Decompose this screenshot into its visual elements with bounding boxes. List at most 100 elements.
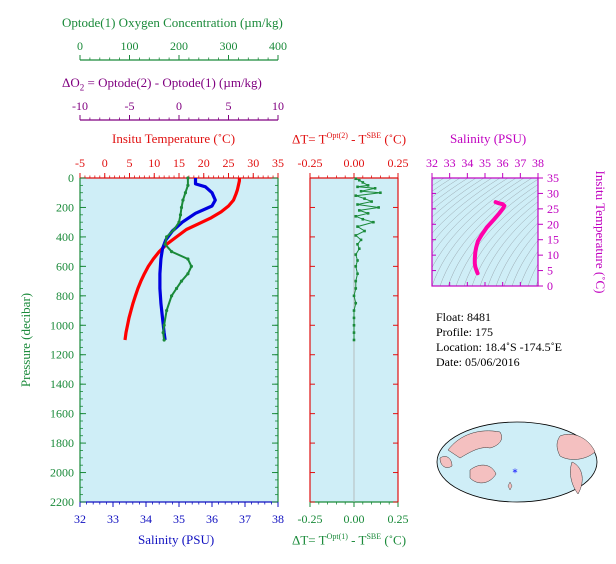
ts-salinity-tick-label: 33 bbox=[444, 156, 456, 170]
oxygen-point bbox=[162, 338, 166, 342]
oxygen-point bbox=[189, 264, 193, 268]
delta-t-point bbox=[370, 200, 373, 203]
map-land-south-america bbox=[570, 461, 583, 495]
oxygen-point bbox=[169, 250, 174, 254]
temperature-tick-label: 30 bbox=[247, 156, 259, 170]
ts-series-line bbox=[472, 200, 507, 276]
oxygen-point bbox=[178, 213, 183, 217]
delta-t-top-title: ΔT= TOpt(2) - TSBE (˚C) bbox=[292, 131, 407, 147]
pressure-tick-label: 0 bbox=[68, 171, 74, 185]
pressure-tick-label: 2000 bbox=[50, 466, 74, 480]
density-contour bbox=[432, 178, 477, 211]
temperature-tick-label: 15 bbox=[173, 156, 185, 170]
oxygen-point bbox=[177, 220, 181, 224]
pressure-tick-label: 600 bbox=[56, 259, 74, 273]
pressure-tick-label: 1000 bbox=[50, 318, 74, 332]
oxygen-point bbox=[161, 331, 165, 335]
ts-salinity-tick-label: 32 bbox=[426, 156, 438, 170]
delta-o2-tick-label: -10 bbox=[72, 99, 88, 113]
delta-t-point bbox=[357, 209, 361, 212]
float-id: Float: 8481 bbox=[436, 310, 492, 324]
map-land-nz bbox=[507, 481, 513, 491]
delta-t-point bbox=[352, 331, 356, 334]
delta-t-point bbox=[356, 242, 359, 246]
ts-salinity-tick-label: 36 bbox=[497, 156, 509, 170]
density-contour bbox=[495, 222, 538, 286]
oxygen-point bbox=[181, 198, 185, 202]
delta-t-point bbox=[352, 309, 356, 312]
density-contour bbox=[432, 178, 453, 192]
temperature-tick-label: 10 bbox=[148, 156, 160, 170]
density-contour bbox=[432, 178, 461, 198]
density-contour bbox=[463, 195, 538, 286]
delta-t-bottom-title: ΔT= TOpt(1) - TSBE (˚C) bbox=[292, 532, 407, 548]
density-contour bbox=[432, 178, 493, 226]
oxygen-point bbox=[186, 176, 190, 180]
temperature-tick-label: 35 bbox=[272, 156, 284, 170]
world-map-inset: * bbox=[436, 421, 598, 503]
profile-number: Profile: 175 bbox=[436, 325, 493, 339]
ts-salinity-title: Salinity (PSU) bbox=[450, 131, 527, 146]
date: Date: 05/06/2016 bbox=[436, 355, 520, 369]
delta-t-point bbox=[366, 212, 370, 215]
delta-t-point bbox=[363, 197, 366, 200]
density-contour bbox=[487, 214, 538, 286]
ts-temperature-tick-label: 5 bbox=[547, 264, 553, 278]
axes-layer: 0200400600800100012001400160018002000220… bbox=[50, 39, 559, 526]
temperature-tick-label: -5 bbox=[75, 156, 85, 170]
density-contour bbox=[439, 178, 538, 286]
temperature-tick-label: 5 bbox=[127, 156, 133, 170]
delta-t-point bbox=[352, 316, 356, 320]
density-contour bbox=[432, 178, 525, 269]
oxygen-point bbox=[186, 257, 190, 261]
pressure-tick-label: 1400 bbox=[50, 377, 74, 391]
ts-temperature-tick-label: 15 bbox=[547, 233, 559, 247]
density-contour bbox=[455, 189, 538, 286]
delta-o2-tick-label: 5 bbox=[226, 99, 232, 113]
oxygen-point bbox=[179, 279, 184, 283]
delta-t-point bbox=[357, 247, 361, 250]
delta-t-point bbox=[361, 217, 365, 221]
delta-t-point bbox=[356, 272, 359, 276]
ts-temperature-tick-label: 0 bbox=[547, 279, 553, 293]
ts-temperature-tick-label: 10 bbox=[547, 248, 559, 262]
delta-o2-tick-label: -5 bbox=[125, 99, 135, 113]
delta-t-point bbox=[352, 338, 356, 342]
density-contour bbox=[479, 207, 538, 286]
delta-t-point bbox=[357, 178, 361, 182]
ts-density-contours bbox=[432, 178, 538, 286]
delta-t-bottom-tick-label: 0.00 bbox=[344, 512, 365, 526]
oxygen-point bbox=[165, 308, 169, 313]
density-contour bbox=[503, 230, 538, 286]
delta-t-point bbox=[377, 206, 380, 209]
map-land-americas bbox=[556, 434, 596, 460]
density-contour bbox=[432, 178, 533, 286]
float-location-marker: * bbox=[513, 468, 518, 479]
delta-o2-tick-label: 10 bbox=[272, 99, 284, 113]
temperature-tick-label: 0 bbox=[102, 156, 108, 170]
salinity-tick-label: 38 bbox=[272, 512, 284, 526]
delta-t-point bbox=[356, 225, 359, 228]
delta-t-point bbox=[359, 238, 363, 242]
oxygen-point bbox=[183, 191, 188, 195]
salinity-tick-label: 34 bbox=[140, 512, 152, 526]
ts-temperature-tick-label: 20 bbox=[547, 217, 559, 231]
oxygen-tick-label: 400 bbox=[269, 39, 287, 53]
oxygen-axis-title: Optode(1) Oxygen Concentration (µm/kg) bbox=[62, 15, 283, 30]
oxygen-point bbox=[163, 242, 167, 246]
delta-t-point bbox=[354, 177, 358, 181]
oxygen-tick-label: 0 bbox=[77, 39, 83, 53]
location: Location: 18.4˚S -174.5˚E bbox=[436, 340, 562, 354]
delta-t-point bbox=[354, 234, 358, 237]
salinity-tick-label: 35 bbox=[173, 512, 185, 526]
salinity-tick-label: 37 bbox=[239, 512, 251, 526]
temperature-tick-label: 25 bbox=[223, 156, 235, 170]
delta-t-point bbox=[356, 203, 359, 206]
delta-t-point bbox=[356, 185, 359, 189]
ts-salinity-tick-label: 34 bbox=[461, 156, 473, 170]
oxygen-point bbox=[186, 272, 190, 276]
salinity-tick-label: 36 bbox=[206, 512, 218, 526]
delta-t-point bbox=[354, 265, 358, 268]
pressure-tick-label: 1800 bbox=[50, 436, 74, 450]
